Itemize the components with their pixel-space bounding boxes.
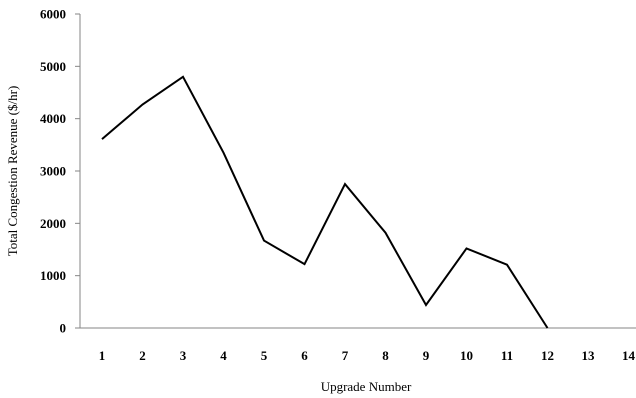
x-tick-label: 5: [261, 348, 268, 363]
x-tick-label: 12: [541, 348, 554, 363]
y-tick-label: 3000: [40, 164, 66, 179]
x-tick-label: 6: [301, 348, 308, 363]
x-tick-label: 3: [180, 348, 187, 363]
x-tick-label: 13: [582, 348, 596, 363]
y-axis-title: Total Congestion Revenue ($/hr): [5, 86, 20, 257]
x-axis-title: Upgrade Number: [321, 379, 412, 394]
y-tick-label: 0: [60, 321, 67, 336]
y-tick-label: 6000: [40, 7, 66, 22]
x-tick-label: 2: [139, 348, 146, 363]
y-tick-label: 4000: [40, 111, 66, 126]
x-ticks: 1 2 3 4 5 6 7 8 9 10 11 12 13 14: [99, 348, 636, 363]
y-tick-label: 1000: [40, 268, 66, 283]
x-tick-label: 8: [382, 348, 389, 363]
x-tick-label: 1: [99, 348, 106, 363]
y-axis: 0 1000 2000 3000 4000 5000 6000: [40, 7, 81, 336]
x-tick-label: 14: [622, 348, 636, 363]
x-tick-label: 10: [460, 348, 473, 363]
x-tick-label: 11: [501, 348, 513, 363]
series-line: [101, 75, 549, 329]
x-tick-label: 7: [342, 348, 349, 363]
x-tick-label: 9: [423, 348, 430, 363]
y-tick-label: 5000: [40, 59, 66, 74]
y-tick-label: 2000: [40, 216, 66, 231]
x-axis: 1 2 3 4 5 6 7 8 9 10 11 12 13 14: [80, 327, 636, 363]
y-ticks: 0 1000 2000 3000 4000 5000 6000: [40, 7, 80, 336]
x-tick-label: 4: [220, 348, 227, 363]
plot-series: [101, 75, 549, 329]
